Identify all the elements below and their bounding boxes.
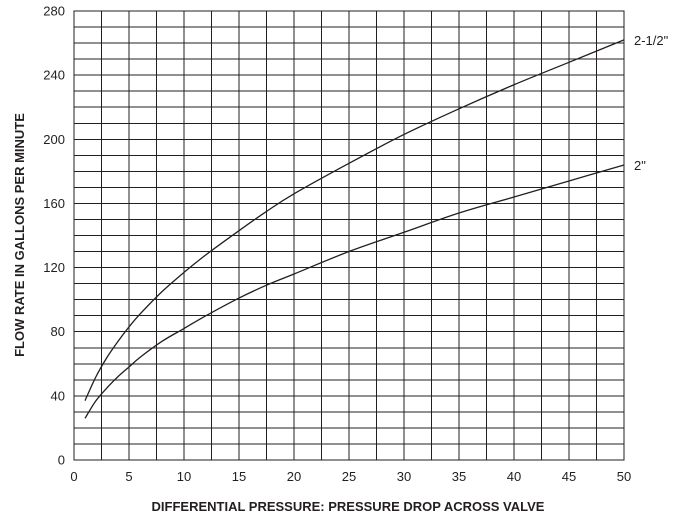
- x-tick-label: 30: [397, 469, 411, 484]
- y-axis-title: FLOW RATE IN GALLONS PER MINUTE: [12, 113, 27, 357]
- x-tick-label: 0: [70, 469, 77, 484]
- y-tick-label: 80: [51, 324, 65, 339]
- x-tick-label: 45: [562, 469, 576, 484]
- series-line-2: [84, 164, 625, 419]
- y-tick-label: 40: [51, 388, 65, 403]
- plot-frame: [73, 10, 625, 461]
- x-tick-label: 50: [617, 469, 631, 484]
- y-tick-label: 160: [43, 196, 65, 211]
- grid: [73, 10, 625, 461]
- x-axis-title: DIFFERENTIAL PRESSURE: PRESSURE DROP ACR…: [152, 499, 545, 514]
- x-tick-label: 15: [232, 469, 246, 484]
- y-tick-label: 120: [43, 260, 65, 275]
- series-lines: 2-1/2" 2": [84, 33, 669, 419]
- y-tick-label: 200: [43, 132, 65, 147]
- series-line-1: [84, 39, 625, 401]
- x-tick-label: 35: [452, 469, 466, 484]
- series-label-1: 2-1/2": [634, 33, 669, 48]
- x-tick-label: 5: [125, 469, 132, 484]
- y-tick-label: 240: [43, 68, 65, 83]
- x-tick-label: 25: [342, 469, 356, 484]
- x-tick-label: 20: [287, 469, 301, 484]
- tick-labels: 0 5 10 15 20 25 30 35 40 45 50 0 40 80 120 160 200 240 280: [43, 4, 631, 485]
- y-tick-label: 280: [43, 4, 65, 19]
- x-tick-label: 40: [507, 469, 521, 484]
- y-tick-label: 0: [58, 453, 65, 468]
- series-label-2: 2": [634, 158, 646, 173]
- x-tick-label: 10: [177, 469, 191, 484]
